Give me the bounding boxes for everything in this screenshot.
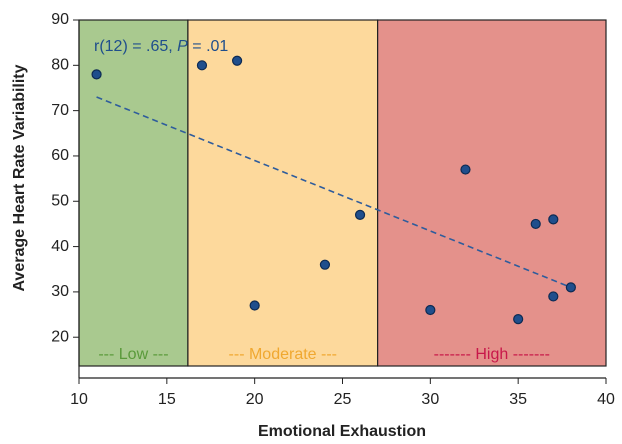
x-tick-label: 30 — [421, 391, 439, 408]
x-axis-title: Emotional Exhaustion — [258, 423, 426, 440]
x-tick-label: 35 — [509, 391, 527, 408]
point — [249, 300, 260, 311]
y-axis-title: Average Heart Rate Variability — [11, 64, 28, 291]
x-tick-label: 25 — [334, 391, 352, 408]
y-tick-label: 30 — [51, 283, 69, 300]
point — [91, 69, 102, 80]
zone-label: ------- High ------- — [434, 346, 550, 363]
x-tick-label: 20 — [246, 391, 264, 408]
zone-label: --- Low --- — [98, 346, 168, 363]
point — [530, 218, 541, 230]
x-tick-label: 10 — [70, 391, 88, 408]
trendline — [96, 96, 572, 289]
y-tick-label: 20 — [51, 328, 69, 345]
point — [565, 282, 576, 293]
point — [513, 313, 524, 325]
y-tick-label: 90 — [51, 11, 69, 28]
annotation: r(12) = .65, P = .01 — [94, 38, 228, 55]
y-tick-label: 70 — [51, 102, 69, 119]
point — [460, 164, 471, 175]
point — [354, 209, 366, 220]
annotation-part: P — [177, 38, 188, 55]
y-tick-label: 60 — [51, 147, 69, 164]
annotation-part: = .01 — [188, 38, 229, 55]
annotation-part: r(12) = .65, — [94, 38, 177, 55]
zone — [187, 19, 379, 367]
x-tick-label: 15 — [158, 391, 176, 408]
point — [548, 214, 559, 225]
zone — [377, 19, 607, 367]
y-tick-label: 40 — [51, 238, 69, 255]
y-tick-label: 80 — [51, 57, 69, 74]
point — [232, 55, 243, 66]
zone-label: --- Moderate --- — [229, 346, 337, 363]
x-tick-label: 40 — [597, 391, 615, 408]
point — [548, 291, 559, 302]
point — [319, 259, 331, 270]
y-tick-label: 50 — [51, 192, 69, 209]
point — [196, 60, 208, 71]
point — [425, 304, 436, 316]
